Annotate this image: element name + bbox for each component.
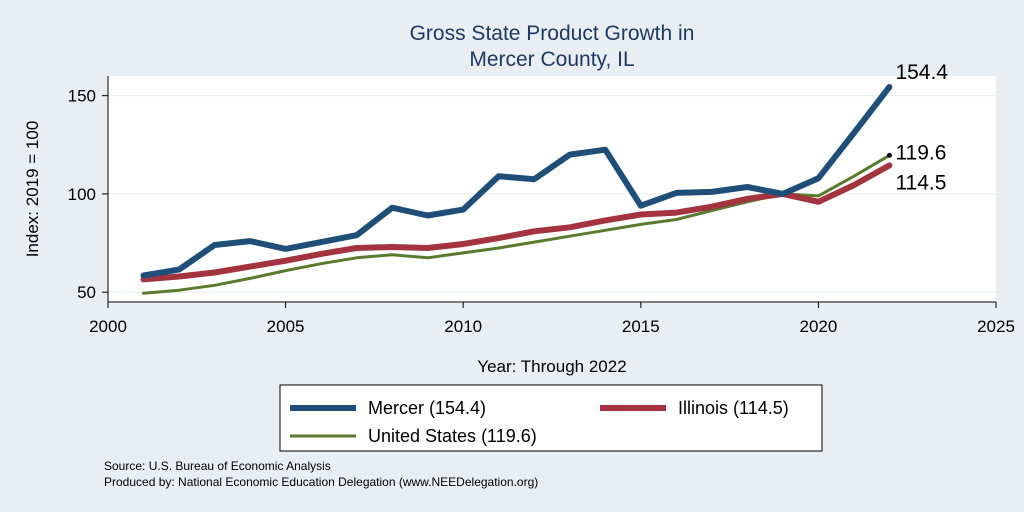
- x-tick-label-2015: 2015: [622, 317, 660, 336]
- chart-title-line-1: Gross State Product Growth in: [410, 22, 695, 45]
- axis-ticks: 50 100 150 2000 2005 2010 2015 2020 2025: [68, 87, 1015, 336]
- series-line-mercer: [140, 84, 893, 279]
- series-lines: [140, 84, 893, 295]
- end-label-united-states: 119.6: [895, 141, 946, 164]
- legend-box: [279, 384, 823, 452]
- source-note: Source: U.S. Bureau of Economic Analysis: [104, 459, 331, 473]
- x-tick-label-2000: 2000: [89, 317, 127, 336]
- end-label-illinois: 114.5: [895, 171, 946, 194]
- legend-label-illinois: Illinois (114.5): [678, 398, 789, 418]
- legend: Mercer (154.4) Illinois (114.5) United Sta…: [290, 398, 789, 446]
- legend-label-mercer: Mercer (154.4): [368, 398, 486, 418]
- x-tick-label-2020: 2020: [799, 317, 837, 336]
- x-tick-label-2005: 2005: [267, 317, 305, 336]
- y-tick-label-150: 150: [68, 87, 96, 106]
- end-marker-united-states: [886, 152, 892, 158]
- series-line-illinois: [140, 162, 893, 283]
- x-tick-label-2010: 2010: [444, 317, 482, 336]
- y-tick-label-100: 100: [68, 185, 96, 204]
- y-axis-label: Index: 2019 = 100: [23, 121, 42, 258]
- x-tick-label-2025: 2025: [977, 317, 1015, 336]
- grid-lines: [108, 95, 996, 293]
- end-label-mercer: 154.4: [895, 61, 948, 84]
- x-axis-label: Year: Through 2022: [477, 357, 626, 376]
- chart-title-line-2: Mercer County, IL: [469, 48, 634, 71]
- y-tick-label-50: 50: [77, 283, 96, 302]
- end-labels: 154.4 114.5 119.6: [895, 61, 948, 194]
- produced-by-note: Produced by: National Economic Education…: [104, 475, 538, 489]
- legend-label-united-states: United States (119.6): [368, 426, 537, 446]
